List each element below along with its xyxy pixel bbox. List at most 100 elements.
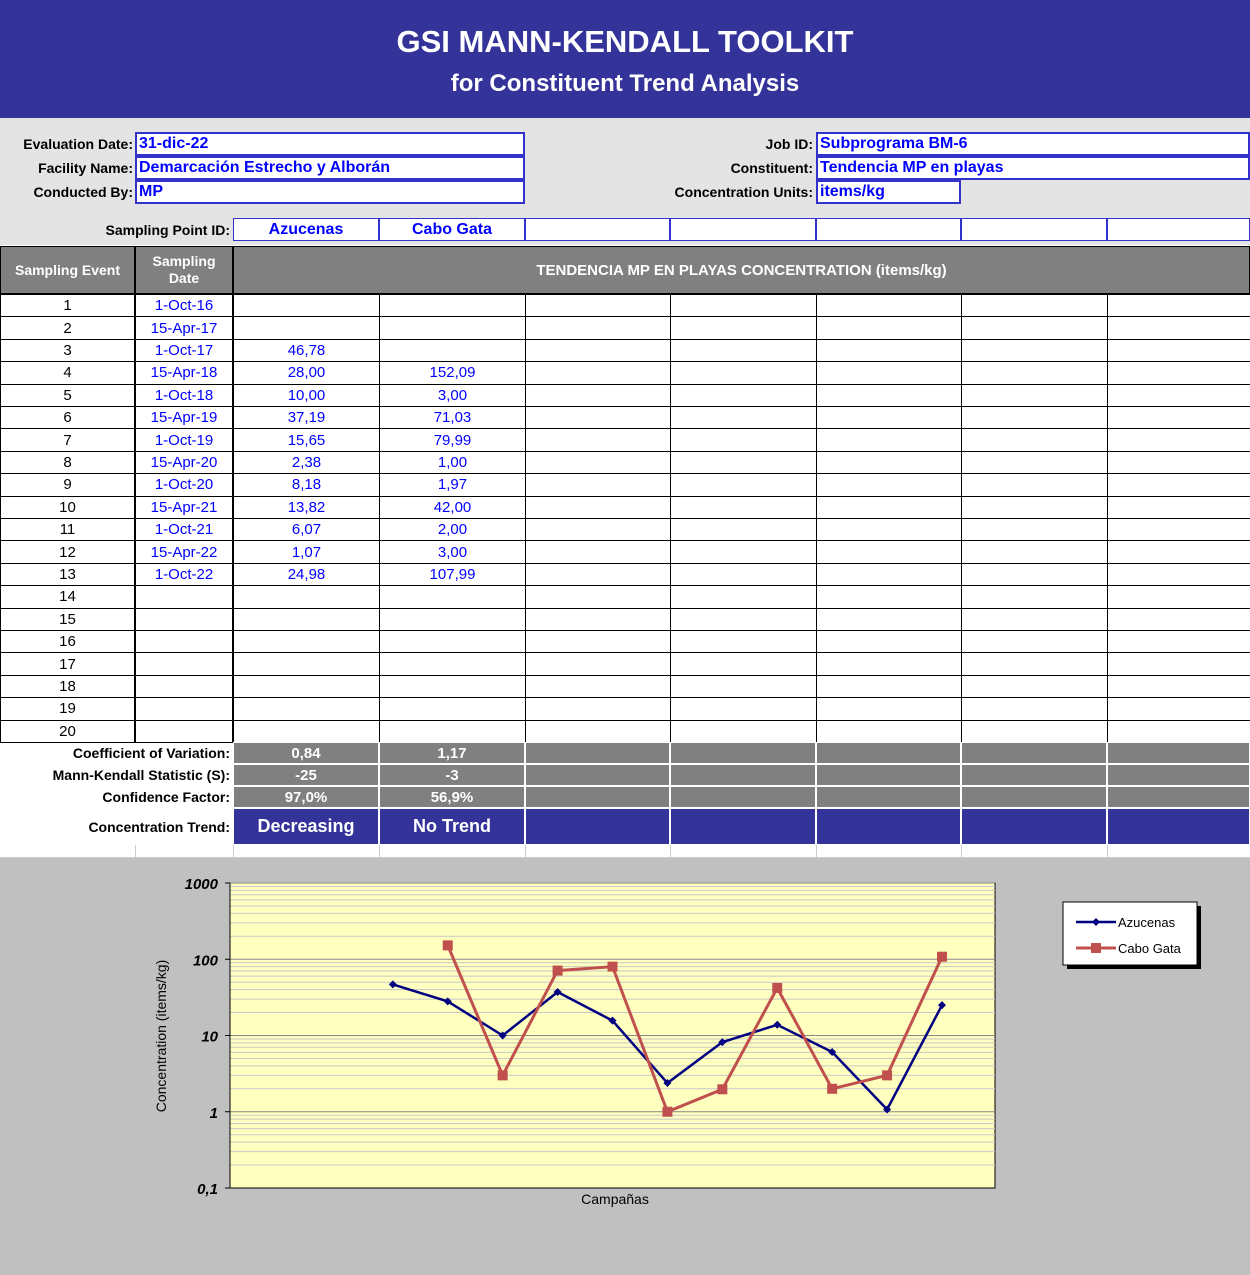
value-cell: [525, 495, 671, 519]
value-cell: [816, 338, 962, 363]
sampling-point-id: [525, 218, 670, 241]
value-cell: [670, 383, 817, 407]
stat-value: [670, 764, 816, 786]
value-cell: [1107, 338, 1250, 363]
value-cell: [816, 630, 962, 654]
value-cell: 107,99: [379, 562, 526, 587]
value-cell: [816, 540, 962, 564]
stat-value: [816, 764, 961, 786]
value-cell: 3,00: [379, 540, 526, 564]
y-axis-title: Concentration (items/kg): [153, 960, 169, 1113]
value-cell: [670, 540, 817, 564]
value-cell: [233, 294, 380, 318]
blank-row-line: [135, 845, 136, 858]
value-cell: [816, 562, 962, 587]
stat-value: [1107, 786, 1250, 808]
blank-row-line: [961, 845, 962, 858]
value-cell: [1107, 473, 1250, 497]
info-label: Facility Name:: [38, 160, 133, 176]
value-cell: [816, 652, 962, 676]
value-cell: [233, 652, 380, 676]
value-cell: [233, 607, 380, 631]
date-cell: [135, 652, 233, 676]
value-cell: [233, 674, 380, 699]
blank-row-line: [233, 845, 234, 858]
value-cell: 79,99: [379, 428, 526, 452]
date-cell: 1-Oct-18: [135, 383, 233, 407]
value-cell: [525, 294, 671, 318]
value-cell: [670, 428, 817, 452]
stat-value: -25: [233, 764, 379, 786]
value-cell: [1107, 495, 1250, 519]
value-cell: 71,03: [379, 406, 526, 430]
date-cell: 15-Apr-18: [135, 361, 233, 385]
legend-label: Azucenas: [1118, 915, 1176, 930]
event-cell: 13: [0, 562, 135, 587]
value-cell: [233, 719, 380, 743]
value-cell: 1,97: [379, 473, 526, 497]
event-cell: 15: [0, 607, 135, 631]
value-cell: [816, 383, 962, 407]
point-marker: [773, 1020, 782, 1029]
value-cell: [961, 585, 1108, 609]
blank-row-line: [0, 857, 1250, 858]
stat-value: [1107, 764, 1250, 786]
date-cell: 15-Apr-20: [135, 450, 233, 475]
stat-value: [816, 786, 961, 808]
point-marker: [937, 951, 947, 962]
value-cell: [961, 540, 1108, 564]
stat-label: Coefficient of Variation:: [72, 745, 230, 761]
value-cell: [525, 630, 671, 654]
point-marker: [388, 980, 397, 989]
value-cell: [961, 450, 1108, 475]
value-cell: [233, 630, 380, 654]
point-marker: [827, 1083, 838, 1094]
value-cell: [525, 450, 671, 475]
value-cell: 1,07: [233, 540, 380, 564]
point-marker: [553, 988, 562, 997]
value-cell: [1107, 450, 1250, 475]
value-cell: [670, 585, 817, 609]
value-cell: 152,09: [379, 361, 526, 385]
value-cell: [670, 338, 817, 363]
value-cell: [961, 719, 1108, 743]
point-marker: [828, 1048, 837, 1057]
value-cell: [1107, 540, 1250, 564]
value-cell: [525, 652, 671, 676]
column-header: Sampling Date: [135, 246, 233, 294]
point-marker: [442, 940, 453, 951]
blank-row-line: [816, 845, 817, 858]
event-cell: 10: [0, 495, 135, 519]
value-cell: [961, 562, 1108, 587]
value-cell: 13,82: [233, 495, 380, 519]
date-cell: 15-Apr-17: [135, 316, 233, 340]
legend-marker: [1091, 943, 1101, 953]
date-cell: [135, 674, 233, 699]
date-cell: 1-Oct-16: [135, 294, 233, 318]
sampling-point-id: [1107, 218, 1250, 241]
value-cell: [961, 361, 1108, 385]
date-cell: 1-Oct-19: [135, 428, 233, 452]
value-cell: [670, 719, 817, 743]
value-cell: [816, 697, 962, 721]
event-cell: 12: [0, 540, 135, 564]
value-cell: 28,00: [233, 361, 380, 385]
date-cell: [135, 585, 233, 609]
value-cell: [961, 607, 1108, 631]
point-marker: [718, 1038, 727, 1047]
value-cell: 10,00: [233, 383, 380, 407]
value-cell: [525, 316, 671, 340]
stat-value: 56,9%: [379, 786, 525, 808]
sampling-point-id: [961, 218, 1107, 241]
value-cell: [670, 450, 817, 475]
page-subtitle: for Constituent Trend Analysis: [450, 70, 800, 97]
point-marker: [717, 1084, 728, 1095]
value-cell: [525, 473, 671, 497]
date-cell: 1-Oct-21: [135, 518, 233, 542]
value-cell: [816, 361, 962, 385]
date-cell: 1-Oct-20: [135, 473, 233, 497]
value-cell: [1107, 674, 1250, 699]
column-header: TENDENCIA MP EN PLAYAS CONCENTRATION (it…: [233, 246, 1250, 294]
point-marker: [607, 961, 618, 972]
info-value: Subprograma BM-6: [816, 132, 1250, 156]
